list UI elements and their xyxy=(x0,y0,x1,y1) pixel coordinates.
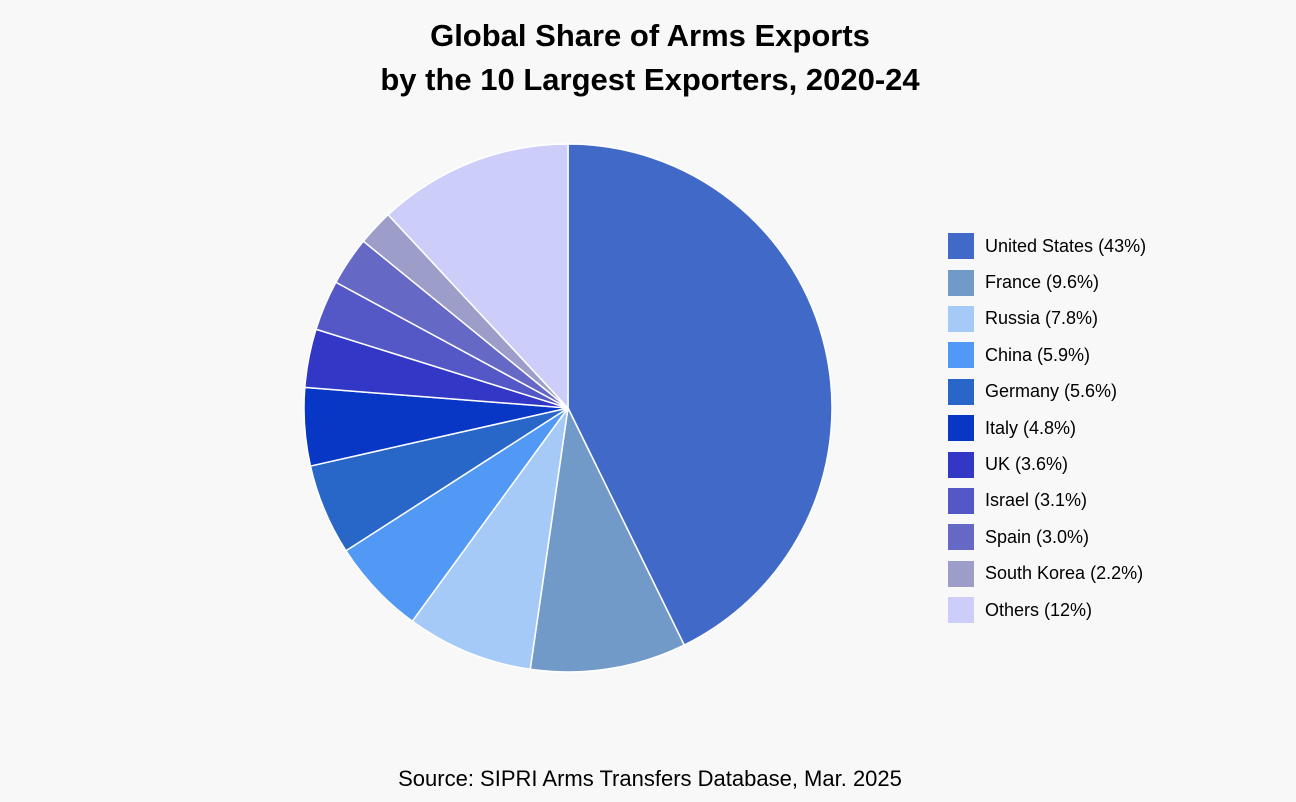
chart-title-line-1: Global Share of Arms Exports xyxy=(430,18,870,53)
legend-label-united-states: United States (43%) xyxy=(985,235,1147,256)
legend-item-south-korea: South Korea (2.2%) xyxy=(948,556,1146,592)
legend-label-south-korea: South Korea (2.2%) xyxy=(985,563,1144,584)
legend-item-russia: Russia (7.8%) xyxy=(948,301,1146,337)
legend-label-france: France (9.6%) xyxy=(985,272,1100,293)
legend-item-others: Others (12%) xyxy=(948,592,1146,628)
legend-item-spain: Spain (3.0%) xyxy=(948,519,1146,555)
pie-slice-russia xyxy=(411,407,569,671)
legend-item-uk: UK (3.6%) xyxy=(948,446,1146,482)
legend-swatch-germany xyxy=(948,378,974,405)
legend: United States (43%) France (9.6%) Russia (… xyxy=(948,228,1146,628)
legend-item-france: France (9.6%) xyxy=(948,264,1146,300)
legend-label-china: China (5.9%) xyxy=(985,344,1091,365)
chart-title: Global Share of Arms Exports by the 10 L… xyxy=(0,14,1296,102)
legend-swatch-china xyxy=(948,342,974,369)
source-note: Source: SIPRI Arms Transfers Database, M… xyxy=(398,766,902,791)
legend-item-germany: Germany (5.6%) xyxy=(948,374,1146,410)
legend-swatch-israel xyxy=(948,487,974,514)
legend-swatch-south-korea xyxy=(948,560,974,587)
legend-swatch-uk xyxy=(948,451,974,478)
pie-slice-france xyxy=(529,407,685,673)
pie-slice-others xyxy=(387,143,569,409)
legend-label-italy: Italy (4.8%) xyxy=(985,417,1077,438)
legend-swatch-france xyxy=(948,269,974,296)
legend-swatch-russia xyxy=(948,305,974,332)
legend-swatch-italy xyxy=(948,415,974,442)
legend-label-others: Others (12%) xyxy=(985,599,1093,620)
legend-item-italy: Italy (4.8%) xyxy=(948,410,1146,446)
legend-swatch-united-states xyxy=(948,233,974,260)
pie-slice-united-states xyxy=(567,143,833,646)
legend-item-united-states: United States (43%) xyxy=(948,228,1146,264)
legend-label-germany: Germany (5.6%) xyxy=(985,381,1118,402)
legend-item-china: China (5.9%) xyxy=(948,337,1146,373)
legend-label-uk: UK (3.6%) xyxy=(985,454,1069,475)
legend-item-israel: Israel (3.1%) xyxy=(948,483,1146,519)
legend-swatch-spain xyxy=(948,524,974,551)
legend-label-israel: Israel (3.1%) xyxy=(985,490,1088,511)
legend-label-russia: Russia (7.8%) xyxy=(985,308,1099,329)
legend-label-spain: Spain (3.0%) xyxy=(985,526,1090,547)
legend-swatch-others xyxy=(948,597,974,624)
chart-title-line-2: by the 10 Largest Exporters, 2020-24 xyxy=(380,62,920,97)
